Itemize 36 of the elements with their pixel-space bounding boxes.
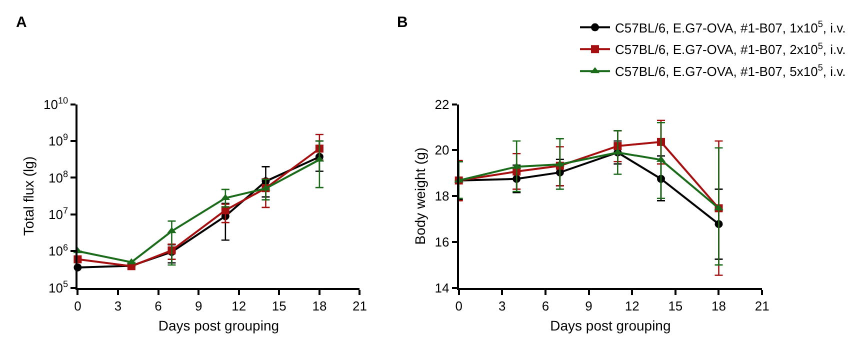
y-tick-label: 16 (434, 234, 450, 250)
x-tick-label: 18 (712, 298, 726, 314)
y-tick-label: 10$^{9}$ (48, 132, 68, 149)
x-tick-label: 12 (232, 298, 246, 314)
y-axis-title: Body weight (g) (412, 147, 428, 245)
y-tick-label: 18 (434, 188, 450, 204)
legend-label: C57BL/6, E.G7-OVA, #1-B07, 2x10$^{5}$, i.v. (615, 40, 846, 58)
x-tick-label: 0 (74, 298, 82, 314)
x-tick-label: 15 (668, 298, 683, 314)
y-tick-label: 10$^{6}$ (48, 242, 68, 259)
x-tick-label: 21 (754, 298, 770, 314)
chart-title: A (16, 14, 27, 31)
legend-label: C57BL/6, E.G7-OVA, #1-B07, 5x10$^{5}$, i.v. (615, 62, 846, 80)
y-tick-label: 10$^{8}$ (48, 168, 68, 186)
x-tick-label: 12 (624, 298, 640, 314)
y-tick-label: 10$^{5}$ (48, 278, 68, 296)
y-tick-label: 10$^{10}$ (43, 95, 68, 112)
x-tick-label: 15 (272, 298, 286, 314)
x-tick-label: 0 (455, 298, 462, 314)
x-axis-title: Days post grouping (158, 317, 280, 334)
y-tick-label: 22 (434, 96, 450, 112)
y-tick-label: 20 (434, 142, 450, 158)
y-axis-title: Total flux (lg) (20, 156, 37, 236)
x-tick-label: 18 (312, 298, 327, 314)
x-axis-title: Days post grouping (550, 317, 671, 334)
x-tick-label: 3 (114, 298, 122, 314)
x-tick-label: 6 (542, 298, 550, 314)
x-tick-label: 9 (194, 298, 202, 314)
y-tick-label: 10$^{7}$ (48, 206, 68, 222)
chart-title: B (397, 14, 408, 31)
x-tick-label: 3 (498, 298, 506, 314)
y-tick-label: 14 (434, 280, 450, 296)
x-tick-label: 21 (352, 298, 367, 314)
x-tick-label: 6 (154, 298, 162, 314)
x-tick-label: 9 (585, 298, 592, 314)
legend-label: C57BL/6, E.G7-OVA, #1-B07, 1x10$^{5}$, i.v. (615, 18, 846, 36)
